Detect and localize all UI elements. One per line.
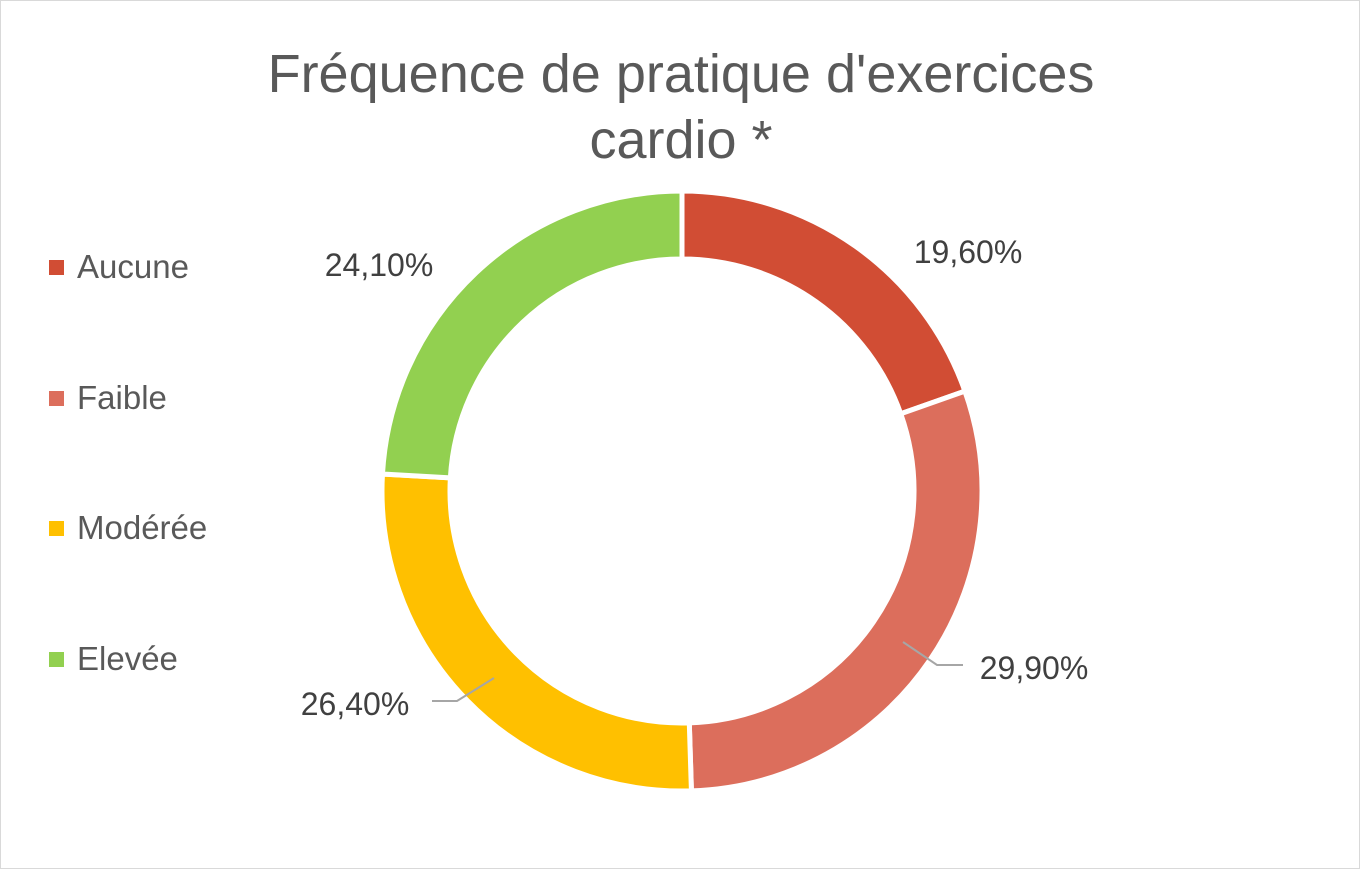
data-label-aucune: 19,60% bbox=[914, 234, 1023, 270]
legend-label-faible: Faible bbox=[77, 379, 167, 416]
doughnut-slice-elevee bbox=[379, 188, 685, 481]
legend-item-elevee: Elevée bbox=[49, 639, 178, 679]
legend-swatch-elevee bbox=[49, 651, 64, 667]
legend-label-moderee: Modérée bbox=[77, 509, 208, 546]
legend-swatch-faible bbox=[49, 390, 64, 406]
legend-label-elevee: Elevée bbox=[77, 640, 178, 677]
legend-label-aucune: Aucune bbox=[77, 248, 189, 285]
chart-title-line-2: cardio * bbox=[589, 110, 773, 170]
data-label-elevee: 24,10% bbox=[325, 247, 434, 283]
doughnut-slice-moderee bbox=[379, 471, 695, 794]
doughnut-slice-faible bbox=[686, 387, 985, 794]
data-label-faible: 29,90% bbox=[980, 650, 1089, 686]
legend-item-aucune: Aucune bbox=[49, 247, 189, 287]
legend-swatch-moderee bbox=[49, 520, 64, 536]
chart-title-line-1: Fréquence de pratique d'exercices bbox=[267, 44, 1095, 104]
leader-line-faible bbox=[902, 641, 963, 666]
legend-swatch-aucune bbox=[49, 259, 64, 275]
doughnut-slice-aucune bbox=[679, 188, 969, 417]
data-label-moderee: 26,40% bbox=[301, 686, 410, 722]
leader-line-moderee bbox=[432, 677, 495, 702]
chart-title: Fréquence de pratique d'exercices cardio… bbox=[1, 41, 1360, 173]
legend-item-faible: Faible bbox=[49, 378, 167, 418]
legend-item-moderee: Modérée bbox=[49, 508, 207, 548]
